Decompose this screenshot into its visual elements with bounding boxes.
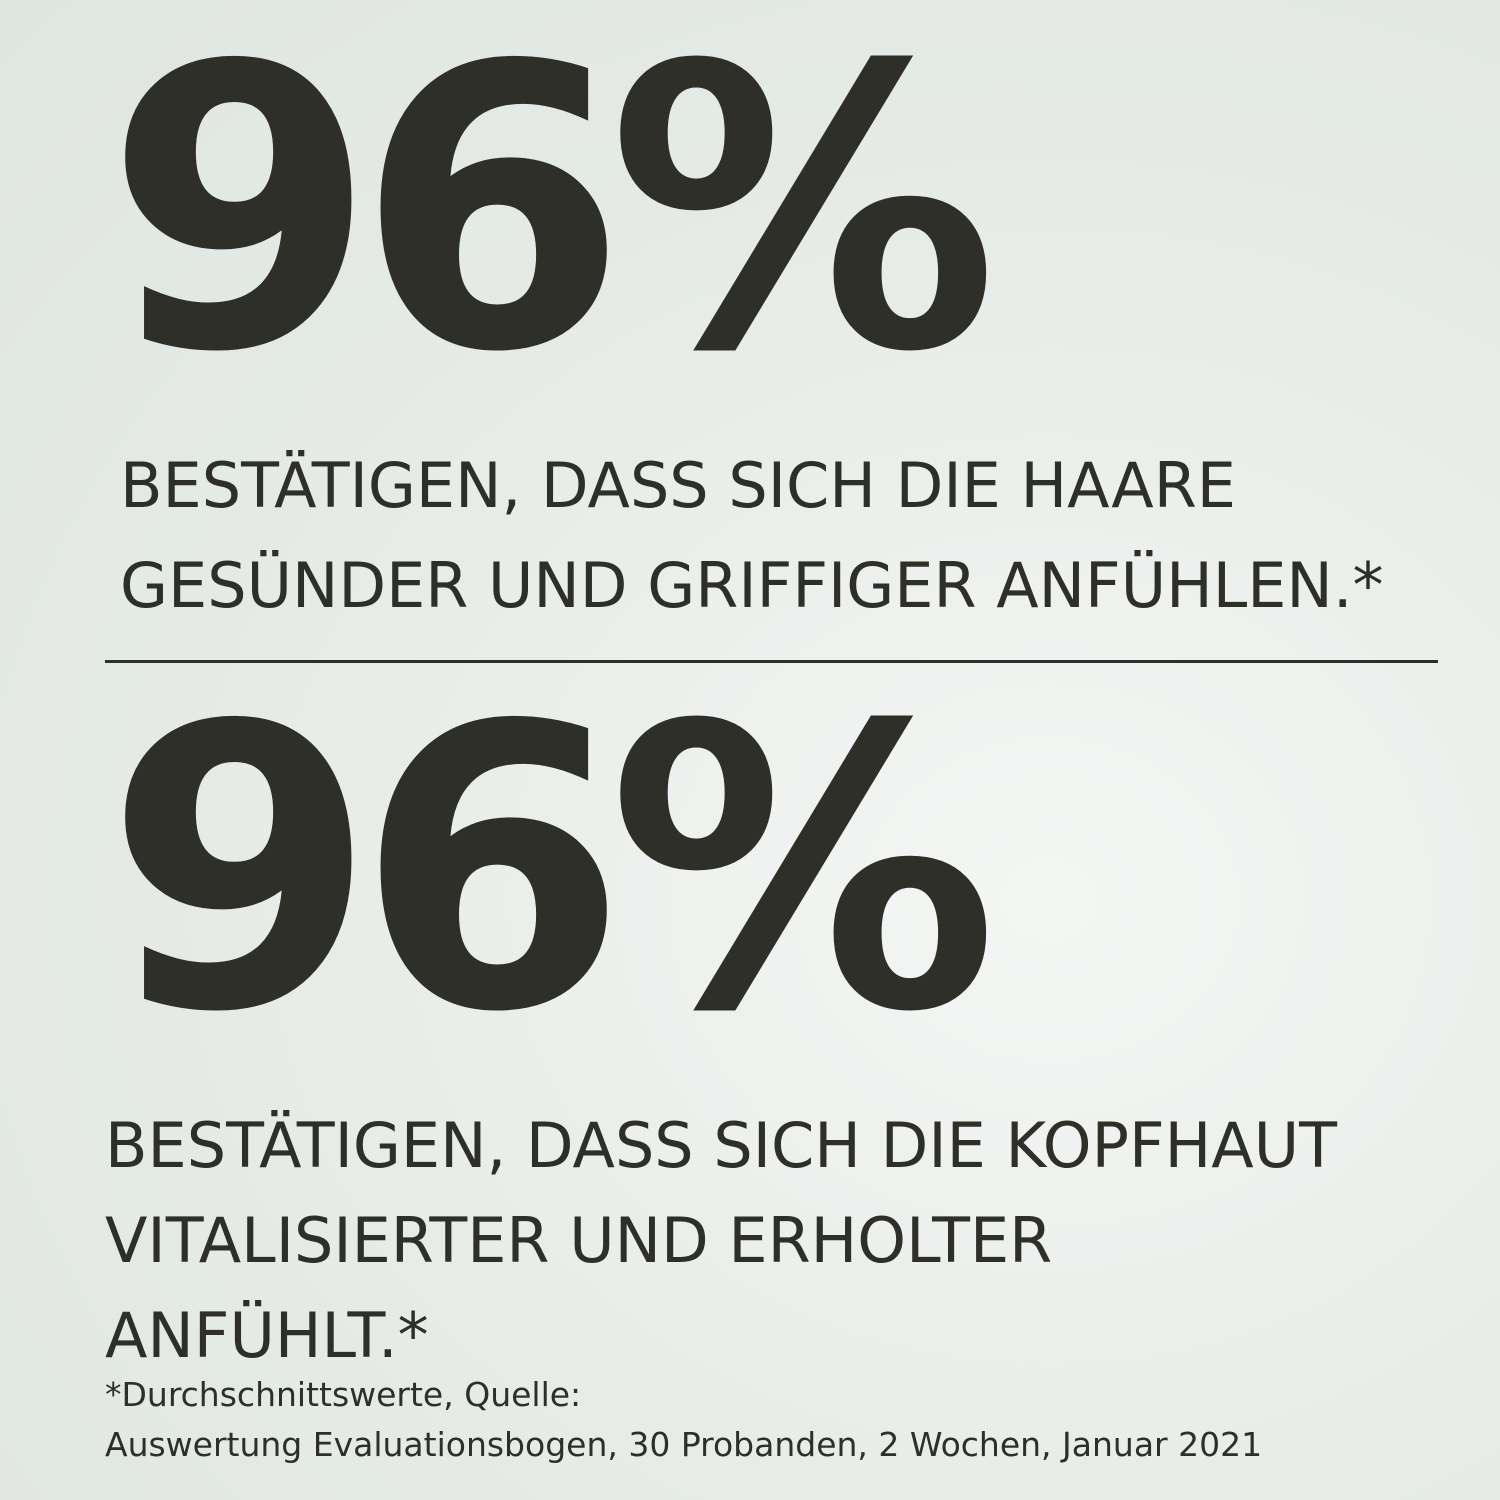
stat-text: BESTÄTIGEN, DASS SICH DIE KOPFHAUT	[105, 1109, 1337, 1182]
footnote: Auswertung Evaluationsbogen, 30 Probande…	[105, 1425, 1263, 1464]
stat-figure: 96%	[105, 0, 998, 437]
footnote: *Durchschnittswerte, Quelle:	[105, 1375, 582, 1414]
stat-text: BESTÄTIGEN, DASS SICH DIE HAARE	[120, 449, 1236, 522]
stat-text: ANFÜHLT.*	[105, 1299, 429, 1372]
stat-figure: 96%	[105, 643, 998, 1097]
stat-text: GESÜNDER UND GRIFFIGER ANFÜHLEN.*	[120, 549, 1384, 622]
stat-text: VITALISIERTER UND ERHOLTER	[105, 1204, 1053, 1277]
divider	[105, 660, 1438, 663]
